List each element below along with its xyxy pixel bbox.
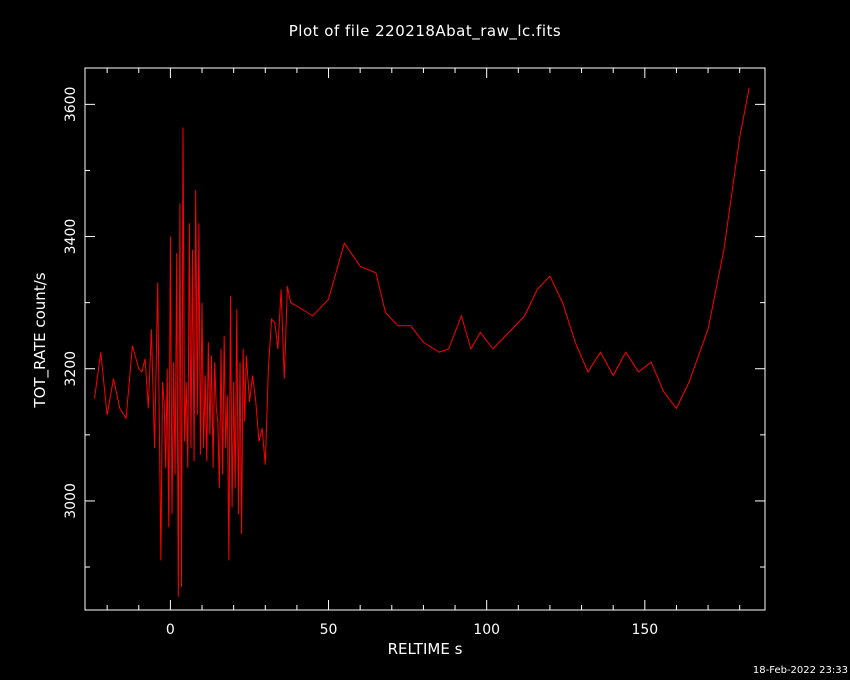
- x-tick-label: 150: [631, 622, 658, 638]
- y-tick-label: 3600: [63, 87, 79, 123]
- y-tick-label: 3000: [63, 483, 79, 519]
- series-line: [94, 87, 750, 597]
- timestamp: 18-Feb-2022 23:33: [752, 665, 848, 676]
- axis-tick-labels: 0 50 100 150 3000 3200 3400 3600: [63, 87, 658, 638]
- y-tick-label: 3200: [63, 351, 79, 387]
- x-axis-label: RELTIME s: [387, 640, 463, 658]
- x-tick-label: 0: [166, 622, 175, 638]
- axis-ticks: [85, 68, 765, 610]
- y-tick-label: 3400: [63, 219, 79, 255]
- y-axis-label: TOT_RATE count/s: [31, 272, 49, 408]
- x-tick-label: 50: [320, 622, 338, 638]
- chart-title: Plot of file 220218Abat_raw_lc.fits: [288, 22, 562, 40]
- plot-frame: [84, 67, 766, 611]
- x-tick-label: 100: [473, 622, 500, 638]
